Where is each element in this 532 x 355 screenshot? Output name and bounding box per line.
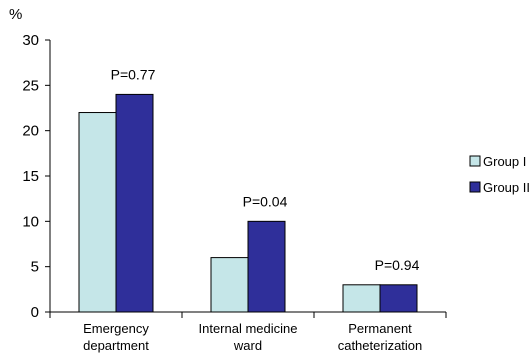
x-category-label: department [83, 338, 149, 353]
legend-swatch [469, 155, 481, 167]
y-axis-label: % [9, 6, 22, 23]
y-tick-label: 0 [31, 304, 39, 321]
y-tick-label: 5 [31, 259, 39, 276]
legend-label: Group II [483, 180, 530, 195]
x-category-label: ward [233, 338, 262, 353]
legend-swatch [469, 181, 481, 193]
bar [247, 220, 286, 313]
x-category-label: Emergency [83, 321, 149, 336]
legend-label: Group I [483, 154, 526, 169]
y-tick-label: 25 [22, 77, 39, 94]
p-value-annotation: P=0.04 [243, 193, 288, 209]
bar [342, 284, 381, 313]
x-category-label: Internal medicine [199, 321, 298, 336]
p-value-annotation: P=0.94 [375, 257, 420, 273]
p-value-annotation: P=0.77 [111, 66, 156, 82]
bar [115, 93, 154, 313]
y-tick-label: 20 [22, 123, 39, 140]
bar [210, 257, 249, 313]
y-tick-label: 15 [22, 168, 39, 185]
x-category-label: catheterization [338, 338, 423, 353]
x-category-label: Permanent [348, 321, 412, 336]
y-tick-label: 30 [22, 32, 39, 49]
y-tick-label: 10 [22, 213, 39, 230]
bar [379, 284, 418, 313]
bar [78, 112, 117, 313]
